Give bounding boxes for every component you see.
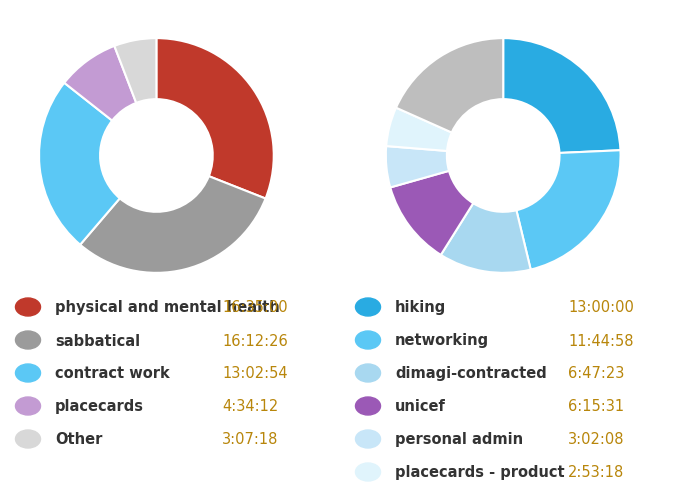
Wedge shape [441, 204, 530, 273]
Wedge shape [39, 83, 120, 245]
Text: 11:44:58: 11:44:58 [568, 333, 634, 348]
Wedge shape [390, 171, 473, 255]
Text: 6:15:31: 6:15:31 [568, 399, 624, 414]
Text: placecards: placecards [55, 399, 144, 414]
Text: sabbatical: sabbatical [55, 333, 140, 348]
Text: dimagi-contracted: dimagi-contracted [395, 366, 547, 381]
Text: networking: networking [395, 333, 489, 348]
Text: 4:34:12: 4:34:12 [222, 399, 278, 414]
Wedge shape [65, 47, 136, 122]
Text: 13:00:00: 13:00:00 [568, 300, 634, 315]
Wedge shape [516, 151, 621, 270]
Wedge shape [114, 39, 156, 103]
Text: physical and mental health: physical and mental health [55, 300, 279, 315]
Text: placecards - product: placecards - product [395, 465, 564, 480]
Wedge shape [503, 39, 620, 154]
Text: 3:07:18: 3:07:18 [222, 431, 278, 447]
Wedge shape [396, 39, 503, 133]
Text: 16:35:00: 16:35:00 [222, 300, 288, 315]
Text: 2:53:18: 2:53:18 [568, 465, 624, 480]
Wedge shape [386, 147, 449, 188]
Text: personal admin: personal admin [395, 431, 523, 447]
Text: Other: Other [55, 431, 103, 447]
Text: 3:02:08: 3:02:08 [568, 431, 624, 447]
Text: 13:02:54: 13:02:54 [222, 366, 288, 381]
Text: 16:12:26: 16:12:26 [222, 333, 288, 348]
Wedge shape [386, 108, 452, 152]
Wedge shape [80, 177, 266, 273]
Wedge shape [156, 39, 274, 199]
Text: 6:47:23: 6:47:23 [568, 366, 624, 381]
Text: contract work: contract work [55, 366, 170, 381]
Text: hiking: hiking [395, 300, 446, 315]
Text: unicef: unicef [395, 399, 446, 414]
